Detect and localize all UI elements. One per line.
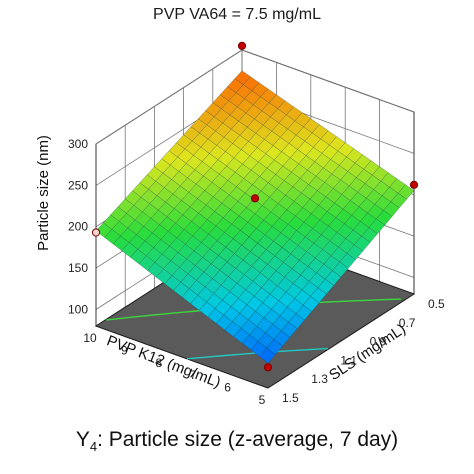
figure-caption: Y4: Particle size (z-average, 7 day) <box>0 428 474 454</box>
z-axis-label: Particle size (nm) <box>35 135 52 251</box>
x-tick-label: 8 <box>155 356 162 370</box>
y-tick-label: 1.5 <box>282 391 299 405</box>
x-tick-label: 10 <box>83 331 97 345</box>
y-tick-label: 0.5 <box>428 297 445 311</box>
design-point <box>91 228 101 237</box>
design-points <box>91 41 419 372</box>
design-point <box>409 180 419 189</box>
caption-prefix: Y <box>75 428 90 451</box>
z-tick-label: 100 <box>68 302 88 316</box>
design-point <box>237 41 247 50</box>
y-tick-label: 1.1 <box>340 353 357 367</box>
chart-title: PVP VA64 = 7.5 mg/mL <box>153 6 321 23</box>
z-tick-label: 150 <box>68 261 88 275</box>
y-tick-label: 0.7 <box>399 316 416 330</box>
z-tick-label: 200 <box>68 220 88 234</box>
x-tick-label: 9 <box>121 343 128 357</box>
caption-subscript: 4 <box>89 439 98 454</box>
design-point <box>250 194 260 203</box>
z-tick-label: 250 <box>68 178 88 192</box>
y-tick-label: 0.9 <box>370 335 387 349</box>
surface-cell <box>259 347 276 364</box>
x-tick-label: 6 <box>224 381 231 395</box>
axis-ticks: 100 150 200 250 300 5 6 7 8 9 10 1.5 1.3 1.1 0.9 0.7 0.5 <box>68 137 445 407</box>
x-tick-label: 7 <box>190 368 197 382</box>
x-tick-label: 5 <box>259 393 266 407</box>
z-tick-label: 300 <box>68 137 88 151</box>
design-point <box>263 363 273 372</box>
y-tick-label: 1.3 <box>311 372 328 386</box>
response-surface <box>95 70 415 364</box>
caption-text: : Particle size (z-average, 7 day) <box>97 428 399 451</box>
